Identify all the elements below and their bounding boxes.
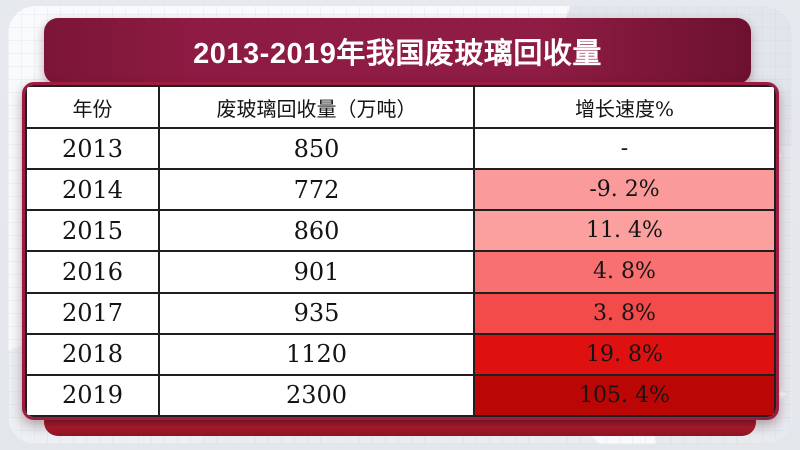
title-banner: 2013-2019年我国废玻璃回收量	[44, 18, 751, 84]
year-cell: 2019	[25, 373, 160, 417]
page-title: 2013-2019年我国废玻璃回收量	[193, 38, 602, 70]
year-cell: 2013	[25, 126, 160, 171]
data-table-frame: 年份 废玻璃回收量（万吨） 增长速度% 2013 850 - 2014 772 …	[22, 82, 779, 420]
table-row: 2019 2300 105. 4%	[25, 373, 776, 417]
year-cell: 2015	[25, 209, 160, 253]
table-row: 2014 772 -9. 2%	[25, 168, 776, 212]
volume-cell: 901	[158, 250, 475, 294]
col-header-year: 年份	[25, 85, 160, 129]
volume-cell: 772	[158, 168, 475, 212]
table-row: 2015 860 11. 4%	[25, 209, 776, 253]
growth-cell: 3. 8%	[473, 291, 776, 335]
table-row: 2018 1120 19. 8%	[25, 332, 776, 376]
growth-cell: 19. 8%	[473, 332, 776, 376]
col-header-growth: 增长速度%	[473, 85, 776, 129]
year-cell: 2014	[25, 168, 160, 212]
year-cell: 2018	[25, 332, 160, 376]
growth-cell: 105. 4%	[473, 373, 776, 417]
volume-cell: 860	[158, 209, 475, 253]
growth-cell: 11. 4%	[473, 209, 776, 253]
data-table: 年份 废玻璃回收量（万吨） 增长速度% 2013 850 - 2014 772 …	[25, 85, 776, 417]
table-row: 2013 850 -	[25, 126, 776, 171]
growth-cell: -9. 2%	[473, 168, 776, 212]
volume-cell: 935	[158, 291, 475, 335]
base-bar	[44, 415, 756, 436]
volume-cell: 1120	[158, 332, 475, 376]
header-row: 年份 废玻璃回收量（万吨） 增长速度%	[25, 85, 776, 129]
table-row: 2016 901 4. 8%	[25, 250, 776, 294]
col-header-volume: 废玻璃回收量（万吨）	[158, 85, 475, 129]
volume-cell: 2300	[158, 373, 475, 417]
year-cell: 2017	[25, 291, 160, 335]
growth-cell: -	[473, 126, 776, 171]
year-cell: 2016	[25, 250, 160, 294]
volume-cell: 850	[158, 126, 475, 171]
growth-cell: 4. 8%	[473, 250, 776, 294]
table-row: 2017 935 3. 8%	[25, 291, 776, 335]
